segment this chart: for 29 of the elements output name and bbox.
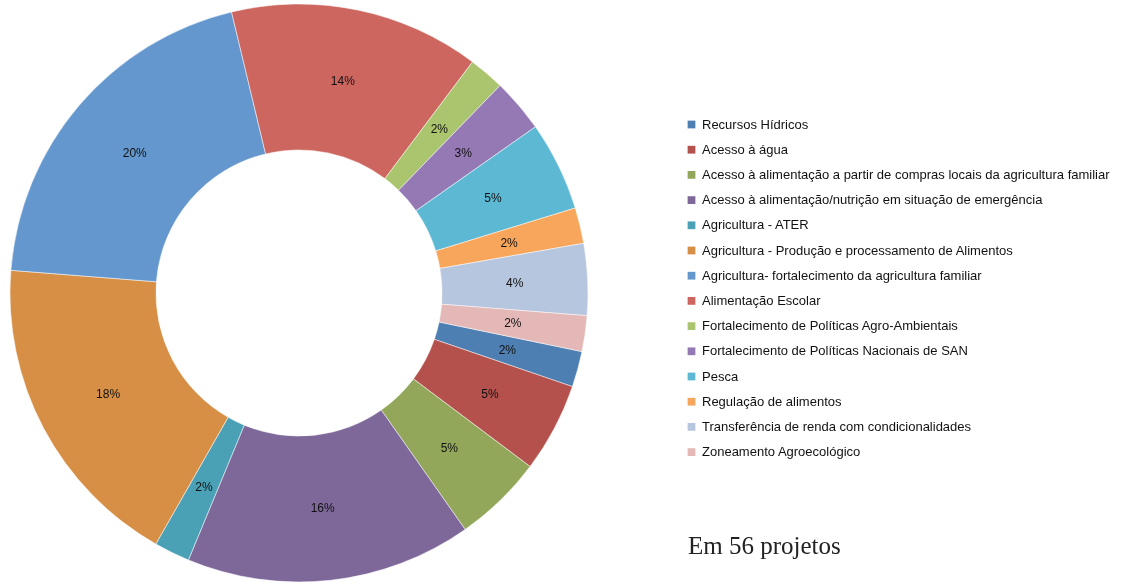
- data-label: 14%: [330, 74, 356, 89]
- data-label: 2%: [504, 316, 522, 331]
- legend-label: Regulação de alimentos: [702, 393, 842, 409]
- data-label: 2%: [430, 121, 449, 136]
- data-label: 5%: [484, 190, 502, 205]
- legend-label: Agricultura - ATER: [702, 217, 809, 233]
- legend-label: Acesso à água: [702, 141, 789, 157]
- legend-label: Fortalecimento de Políticas Nacionais de SAN: [702, 343, 968, 359]
- legend-label: Fortalecimento de Políticas Agro-Ambientais: [702, 318, 959, 334]
- legend-label: Zoneamento Agroecológico: [702, 444, 861, 460]
- legend-label: Transferência de renda com condicionalidades: [702, 418, 972, 434]
- data-label: 18%: [96, 387, 121, 402]
- legend-label: Pesca: [702, 368, 739, 384]
- data-label: 5%: [440, 441, 459, 456]
- data-label: 4%: [506, 275, 524, 290]
- legend-label: Alimentação Escolar: [702, 292, 822, 308]
- data-label: 5%: [481, 387, 499, 402]
- legend-label: Acesso à alimentação a partir de compras locais da agricultura familiar: [702, 166, 1111, 182]
- data-label: 3%: [454, 145, 473, 160]
- legend-label: Agricultura- fortalecimento da agricultura familiar: [702, 267, 983, 283]
- legend-label: Recursos Hídricos: [702, 116, 809, 132]
- data-label: 2%: [195, 480, 213, 494]
- data-label: 16%: [310, 500, 336, 515]
- data-label: 2%: [500, 235, 519, 250]
- data-label: 20%: [122, 145, 148, 160]
- legend-label: Agricultura - Produção e processamento de Alimentos: [702, 242, 1014, 258]
- data-label: 2%: [498, 343, 517, 357]
- text: Em 56 projetos: [688, 532, 841, 559]
- legend-label: Acesso à alimentação/nutrição em situação de emergência: [702, 192, 1044, 208]
